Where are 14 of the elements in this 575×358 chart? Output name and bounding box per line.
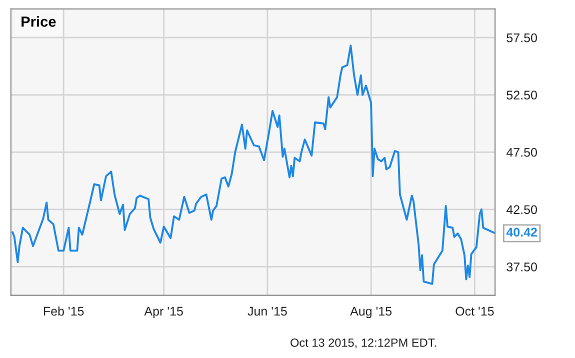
line-series	[12, 44, 496, 285]
y-tick-label: 37.50	[506, 262, 537, 272]
y-tick-label: 57.50	[506, 33, 537, 42]
text: Oct 13 2015, 12:12PM EDT.	[290, 338, 436, 348]
x-tick-label: Jun '15	[248, 306, 287, 316]
x-tick-label: Aug '15	[350, 306, 392, 318]
chart-title: Price	[22, 16, 56, 27]
x-tick-label: Apr '15	[144, 306, 183, 318]
y-tick-label: 47.50	[506, 148, 537, 157]
y-tick-label: 52.50	[506, 90, 537, 100]
y-tick-label: 42.50	[506, 205, 537, 214]
x-tick-label: Oct '15	[456, 306, 494, 316]
x-tick-label: Feb '15	[44, 306, 84, 316]
annotation: 40.42	[506, 228, 537, 237]
